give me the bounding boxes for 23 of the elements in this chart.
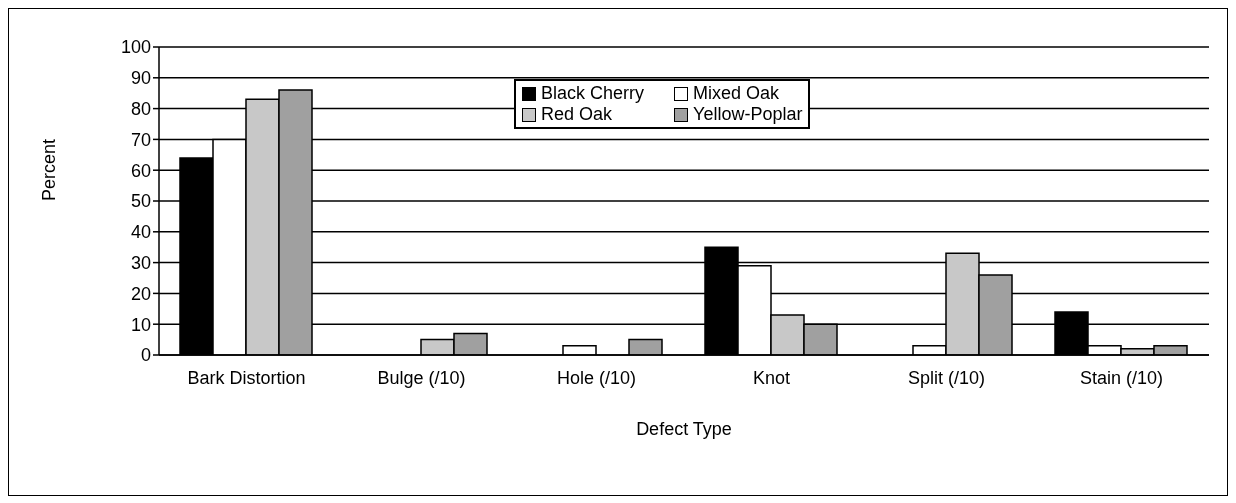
y-tick-label: 10	[130, 314, 151, 335]
x-axis-title: Defect Type	[636, 419, 732, 439]
y-tick-label: 30	[130, 252, 151, 273]
y-axis-title: Percent	[39, 138, 60, 201]
x-tick-label: Stain (/10)	[1079, 367, 1164, 388]
y-tick-label: 100	[120, 37, 151, 58]
y-tick-label: 20	[130, 283, 151, 304]
x-tick-label: Split (/10)	[907, 367, 986, 388]
x-tick-label: Hole (/10)	[556, 367, 637, 388]
y-tick-label: 80	[130, 98, 151, 119]
y-tick-label: 60	[130, 160, 151, 181]
y-tick-label: 0	[140, 345, 151, 366]
y-tick-label: 40	[130, 222, 151, 243]
x-tick-label: Bark Distortion	[187, 367, 306, 388]
x-tick-label: Knot	[752, 367, 791, 388]
legend-label: Black Cherry	[541, 83, 645, 104]
y-tick-label: 90	[130, 68, 151, 89]
legend-label: Red Oak	[541, 104, 613, 125]
x-tick-label: Bulge (/10)	[377, 367, 466, 388]
legend-label: Mixed Oak	[693, 83, 780, 104]
y-tick-label: 50	[130, 191, 151, 212]
y-tick-label: 70	[130, 129, 151, 150]
legend-label: Yellow-Poplar	[693, 104, 803, 125]
